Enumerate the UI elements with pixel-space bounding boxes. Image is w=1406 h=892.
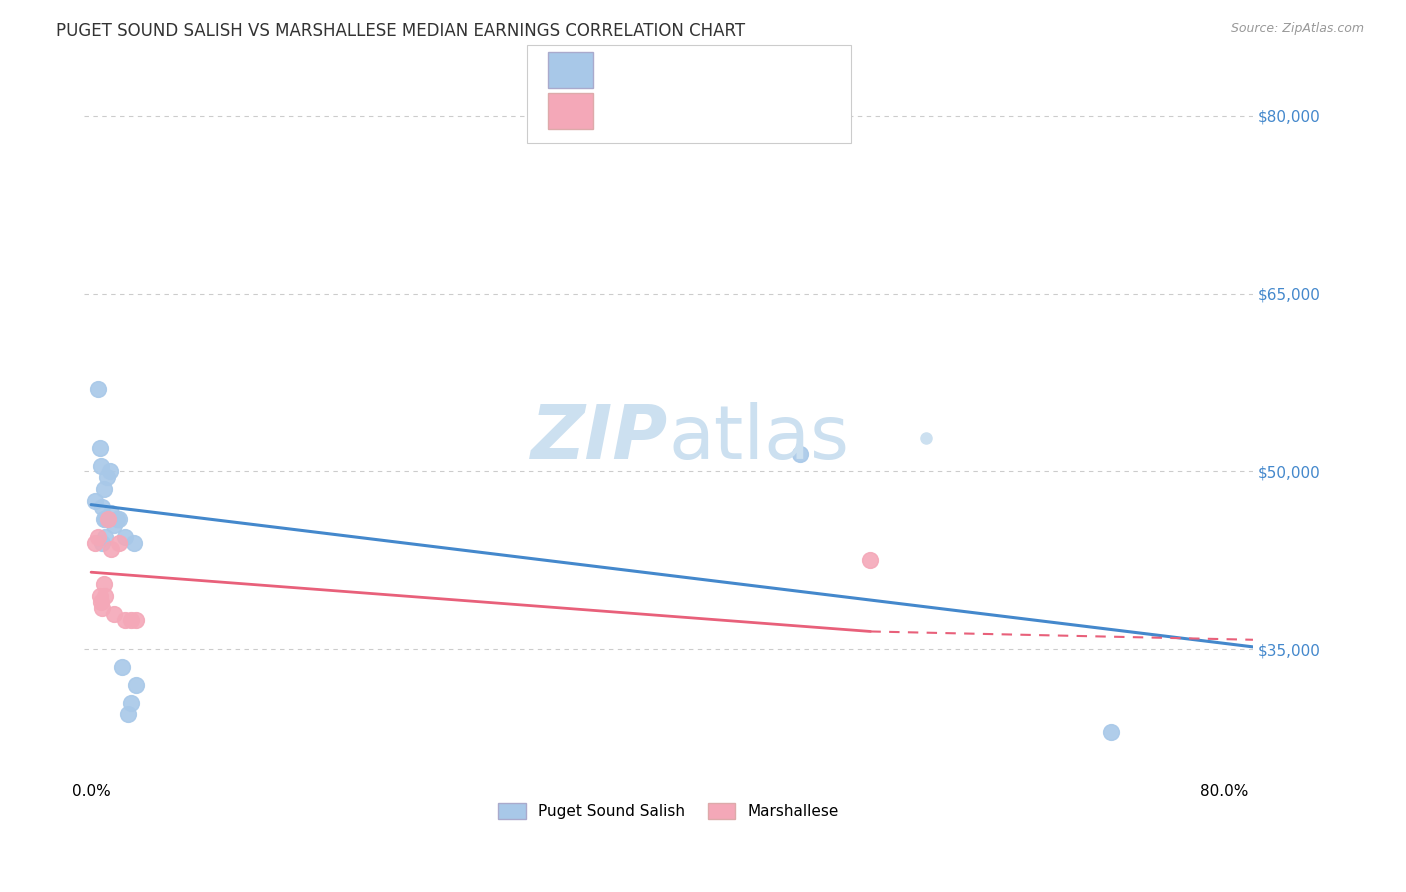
Point xyxy=(91,535,114,549)
Point xyxy=(100,541,122,556)
Point xyxy=(91,500,114,514)
Text: N =: N = xyxy=(737,103,769,118)
Text: 15: 15 xyxy=(773,103,794,118)
Point xyxy=(859,553,882,567)
Point xyxy=(120,613,142,627)
Point xyxy=(94,589,117,603)
Text: -0.226: -0.226 xyxy=(647,61,699,76)
Point xyxy=(120,696,142,710)
Point xyxy=(1099,725,1122,739)
Point xyxy=(122,535,145,549)
Point xyxy=(93,512,115,526)
Point xyxy=(114,530,136,544)
Legend: Puget Sound Salish, Marshallese: Puget Sound Salish, Marshallese xyxy=(492,797,845,825)
Point xyxy=(87,530,110,544)
Point xyxy=(89,589,111,603)
Text: N =: N = xyxy=(737,61,769,76)
Point xyxy=(108,512,131,526)
Point xyxy=(117,707,139,722)
Point xyxy=(97,512,120,526)
Point xyxy=(84,494,107,508)
Point xyxy=(103,607,125,621)
Point xyxy=(84,535,107,549)
Point xyxy=(93,577,115,591)
Point xyxy=(91,600,114,615)
Point xyxy=(98,465,121,479)
Point xyxy=(94,530,117,544)
Text: 25: 25 xyxy=(773,61,793,76)
Point xyxy=(89,441,111,455)
Point xyxy=(789,447,811,461)
Text: R =: R = xyxy=(607,61,638,76)
Point xyxy=(93,482,115,496)
Text: ZIP: ZIP xyxy=(531,401,668,475)
Text: Source: ZipAtlas.com: Source: ZipAtlas.com xyxy=(1230,22,1364,36)
Point xyxy=(111,660,134,674)
Point xyxy=(125,678,148,692)
Text: -0.180: -0.180 xyxy=(647,103,699,118)
Text: PUGET SOUND SALISH VS MARSHALLESE MEDIAN EARNINGS CORRELATION CHART: PUGET SOUND SALISH VS MARSHALLESE MEDIAN… xyxy=(56,22,745,40)
Point xyxy=(100,506,122,520)
Point xyxy=(90,595,112,609)
Point xyxy=(103,517,125,532)
Point xyxy=(105,512,128,526)
Text: R =: R = xyxy=(607,103,638,118)
Point xyxy=(108,535,131,549)
Point xyxy=(96,470,118,484)
Point xyxy=(125,613,148,627)
Point xyxy=(114,613,136,627)
Point xyxy=(94,512,117,526)
Point xyxy=(97,512,120,526)
Point xyxy=(90,458,112,473)
Point xyxy=(87,382,110,396)
Text: atlas: atlas xyxy=(668,401,849,475)
